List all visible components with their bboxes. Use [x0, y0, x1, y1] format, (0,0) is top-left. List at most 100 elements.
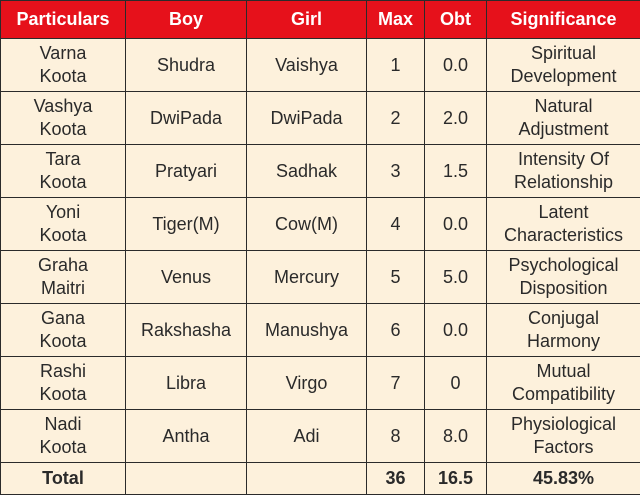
particular-cell-line: Varna [3, 42, 123, 65]
max-cell: 8 [367, 410, 425, 463]
significance-cell-line: Spiritual [489, 42, 638, 65]
particular-cell-line: Koota [3, 65, 123, 88]
obt-cell: 0 [425, 357, 487, 410]
total-girl [247, 463, 367, 495]
significance-cell-line: Compatibility [489, 383, 638, 406]
particular-cell-line: Yoni [3, 201, 123, 224]
girl-cell: Cow(M) [247, 198, 367, 251]
obt-cell: 8.0 [425, 410, 487, 463]
header-significance: Significance [487, 1, 640, 39]
boy-cell: Tiger(M) [126, 198, 247, 251]
particular-cell-line: Koota [3, 383, 123, 406]
particular-cell-line: Tara [3, 148, 123, 171]
total-obt: 16.5 [425, 463, 487, 495]
boy-cell: Shudra [126, 39, 247, 92]
header-girl: Girl [247, 1, 367, 39]
girl-cell: Mercury [247, 251, 367, 304]
boy-cell: Pratyari [126, 145, 247, 198]
header-boy: Boy [126, 1, 247, 39]
obt-cell: 0.0 [425, 304, 487, 357]
particular-cell-line: Gana [3, 307, 123, 330]
particular-cell-line: Vashya [3, 95, 123, 118]
girl-cell: Vaishya [247, 39, 367, 92]
particular-cell-line: Koota [3, 330, 123, 353]
total-boy [126, 463, 247, 495]
significance-cell-line: Disposition [489, 277, 638, 300]
header-row: Particulars Boy Girl Max Obt Significanc… [1, 1, 640, 39]
significance-cell-line: Relationship [489, 171, 638, 194]
obt-cell: 2.0 [425, 92, 487, 145]
boy-cell: Rakshasha [126, 304, 247, 357]
significance-cell-line: Physiological [489, 413, 638, 436]
obt-cell: 0.0 [425, 198, 487, 251]
particular-cell-line: Koota [3, 171, 123, 194]
significance-cell-line: Characteristics [489, 224, 638, 247]
obt-cell: 0.0 [425, 39, 487, 92]
significance-cell-line: Conjugal [489, 307, 638, 330]
boy-cell: DwiPada [126, 92, 247, 145]
header-particulars: Particulars [1, 1, 126, 39]
significance-cell-line: Mutual [489, 360, 638, 383]
significance-cell-line: Adjustment [489, 118, 638, 141]
obt-cell: 1.5 [425, 145, 487, 198]
max-cell: 7 [367, 357, 425, 410]
max-cell: 2 [367, 92, 425, 145]
significance-cell-line: Latent [489, 201, 638, 224]
total-label: Total [1, 463, 126, 495]
girl-cell: DwiPada [247, 92, 367, 145]
particular-cell-line: Koota [3, 224, 123, 247]
significance-cell-line: Development [489, 65, 638, 88]
total-max: 36 [367, 463, 425, 495]
significance-cell-line: Intensity Of [489, 148, 638, 171]
particular-cell-line: Rashi [3, 360, 123, 383]
particular-cell-line: Koota [3, 118, 123, 141]
particular-cell-line: Maitri [3, 277, 123, 300]
max-cell: 5 [367, 251, 425, 304]
max-cell: 1 [367, 39, 425, 92]
girl-cell: Virgo [247, 357, 367, 410]
significance-cell-line: Factors [489, 436, 638, 459]
header-obt: Obt [425, 1, 487, 39]
total-row: Total 36 16.5 45.83% [1, 463, 640, 495]
particular-cell-line: Graha [3, 254, 123, 277]
particular-cell-line: Koota [3, 436, 123, 459]
max-cell: 3 [367, 145, 425, 198]
boy-cell: Libra [126, 357, 247, 410]
boy-cell: Antha [126, 410, 247, 463]
girl-cell: Adi [247, 410, 367, 463]
significance-cell-line: Natural [489, 95, 638, 118]
particular-cell-line: Nadi [3, 413, 123, 436]
significance-cell-line: Psychological [489, 254, 638, 277]
boy-cell: Venus [126, 251, 247, 304]
total-significance: 45.83% [487, 463, 640, 495]
significance-cell-line: Harmony [489, 330, 638, 353]
girl-cell: Sadhak [247, 145, 367, 198]
max-cell: 6 [367, 304, 425, 357]
max-cell: 4 [367, 198, 425, 251]
obt-cell: 5.0 [425, 251, 487, 304]
girl-cell: Manushya [247, 304, 367, 357]
